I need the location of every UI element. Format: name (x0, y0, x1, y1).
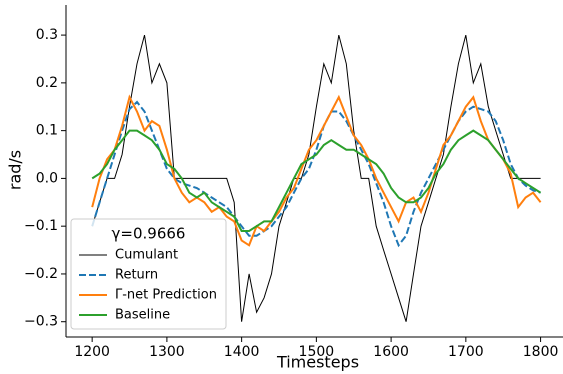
y-tick-label: 0.1 (36, 123, 58, 139)
y-tick-label: −0.3 (24, 314, 58, 330)
legend-label: Γ-net Prediction (115, 288, 217, 303)
legend: γ=0.9666 Cumulant Return Γ-net Prediction Ba… (70, 218, 227, 330)
y-tick-label: −0.1 (24, 218, 58, 234)
y-tick-label: 0.2 (36, 75, 58, 91)
x-tick-label: 1700 (448, 344, 484, 360)
x-tick-label: 1400 (224, 344, 260, 360)
x-tick-label: 1500 (299, 344, 335, 360)
legend-label: Return (115, 268, 158, 283)
y-axis-label: rad/s (6, 150, 25, 190)
legend-title: γ=0.9666 (112, 225, 186, 243)
x-axis-label: Timesteps (276, 353, 359, 372)
y-tick-label: −0.2 (24, 266, 58, 282)
series-line (91, 100, 541, 248)
x-tick-label: 1800 (523, 344, 559, 360)
series-line (91, 94, 542, 247)
y-tick-label: 0.0 (36, 170, 58, 186)
series-line (91, 34, 541, 322)
x-tick-label: 1300 (149, 344, 185, 360)
legend-label: Cumulant (115, 248, 178, 263)
y-tick-label: 0.3 (36, 27, 58, 43)
series-line (91, 129, 542, 232)
x-tick-label: 1600 (373, 344, 409, 360)
x-tick-label: 1200 (74, 344, 110, 360)
legend-box (70, 218, 227, 330)
legend-label: Baseline (115, 308, 170, 323)
